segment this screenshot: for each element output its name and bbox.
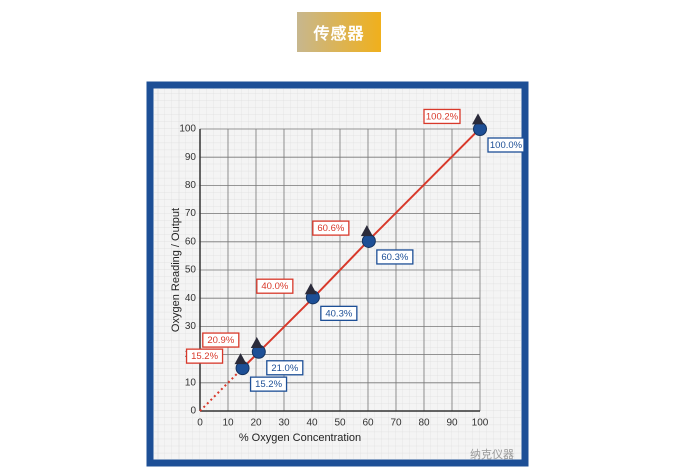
data-label: 20.9% [207,335,234,346]
y-tick-label: 0 [190,406,196,417]
extrapolation-line [199,367,244,412]
x-tick-label: 100 [472,418,489,429]
x-tick-label: 50 [334,418,346,429]
data-label-box [312,220,350,236]
x-tick-label: 70 [390,418,402,429]
data-point [361,233,376,248]
data-label-box [266,360,304,376]
data-label: 100.2% [426,111,459,122]
data-label-box [202,332,240,348]
y-tick-label: 90 [185,152,197,163]
x-tick-label: 10 [222,418,234,429]
y-tick-label: 80 [185,180,197,191]
data-label: 60.3% [381,252,408,263]
watermark: 纳克仪器 [470,449,514,461]
data-point [304,283,317,295]
section-badge: 传感器 [297,12,381,52]
data-point [360,225,373,237]
data-label-box [376,249,414,265]
data-label-box [487,137,525,153]
data-label-box [249,376,288,392]
data-point [250,337,263,349]
data-label: 40.0% [261,281,288,292]
data-label-box [320,305,358,322]
data-label: 15.2% [191,351,218,362]
x-tick-label: 30 [278,418,290,429]
data-label-box [185,348,224,364]
data-label: 100.0% [490,140,523,151]
x-tick-label: 40 [306,418,318,429]
y-tick-label: 50 [185,265,197,276]
x-tick-label: 0 [197,418,203,429]
y-tick-label: 30 [185,321,197,332]
data-label-box [256,278,294,294]
y-tick-label: 100 [179,124,196,135]
y-tick-label: 40 [185,293,197,304]
x-axis-label: % Oxygen Concentration [239,432,361,444]
y-axis-label: Oxygen Reading / Output [170,208,182,332]
x-tick-label: 60 [362,418,374,429]
y-tick-label: 10 [185,377,197,388]
data-label: 60.6% [317,223,344,234]
data-point [472,113,484,125]
data-label-box [423,108,461,125]
data-label: 21.0% [271,363,298,374]
data-label: 15.2% [255,379,282,390]
data-label: 40.3% [325,308,352,319]
x-tick-label: 20 [250,418,262,429]
y-tick-label: 60 [185,236,197,247]
data-point [234,353,247,365]
x-tick-label: 80 [418,418,430,429]
data-point [473,122,487,136]
y-tick-label: 70 [185,208,197,219]
x-tick-label: 90 [446,418,458,429]
